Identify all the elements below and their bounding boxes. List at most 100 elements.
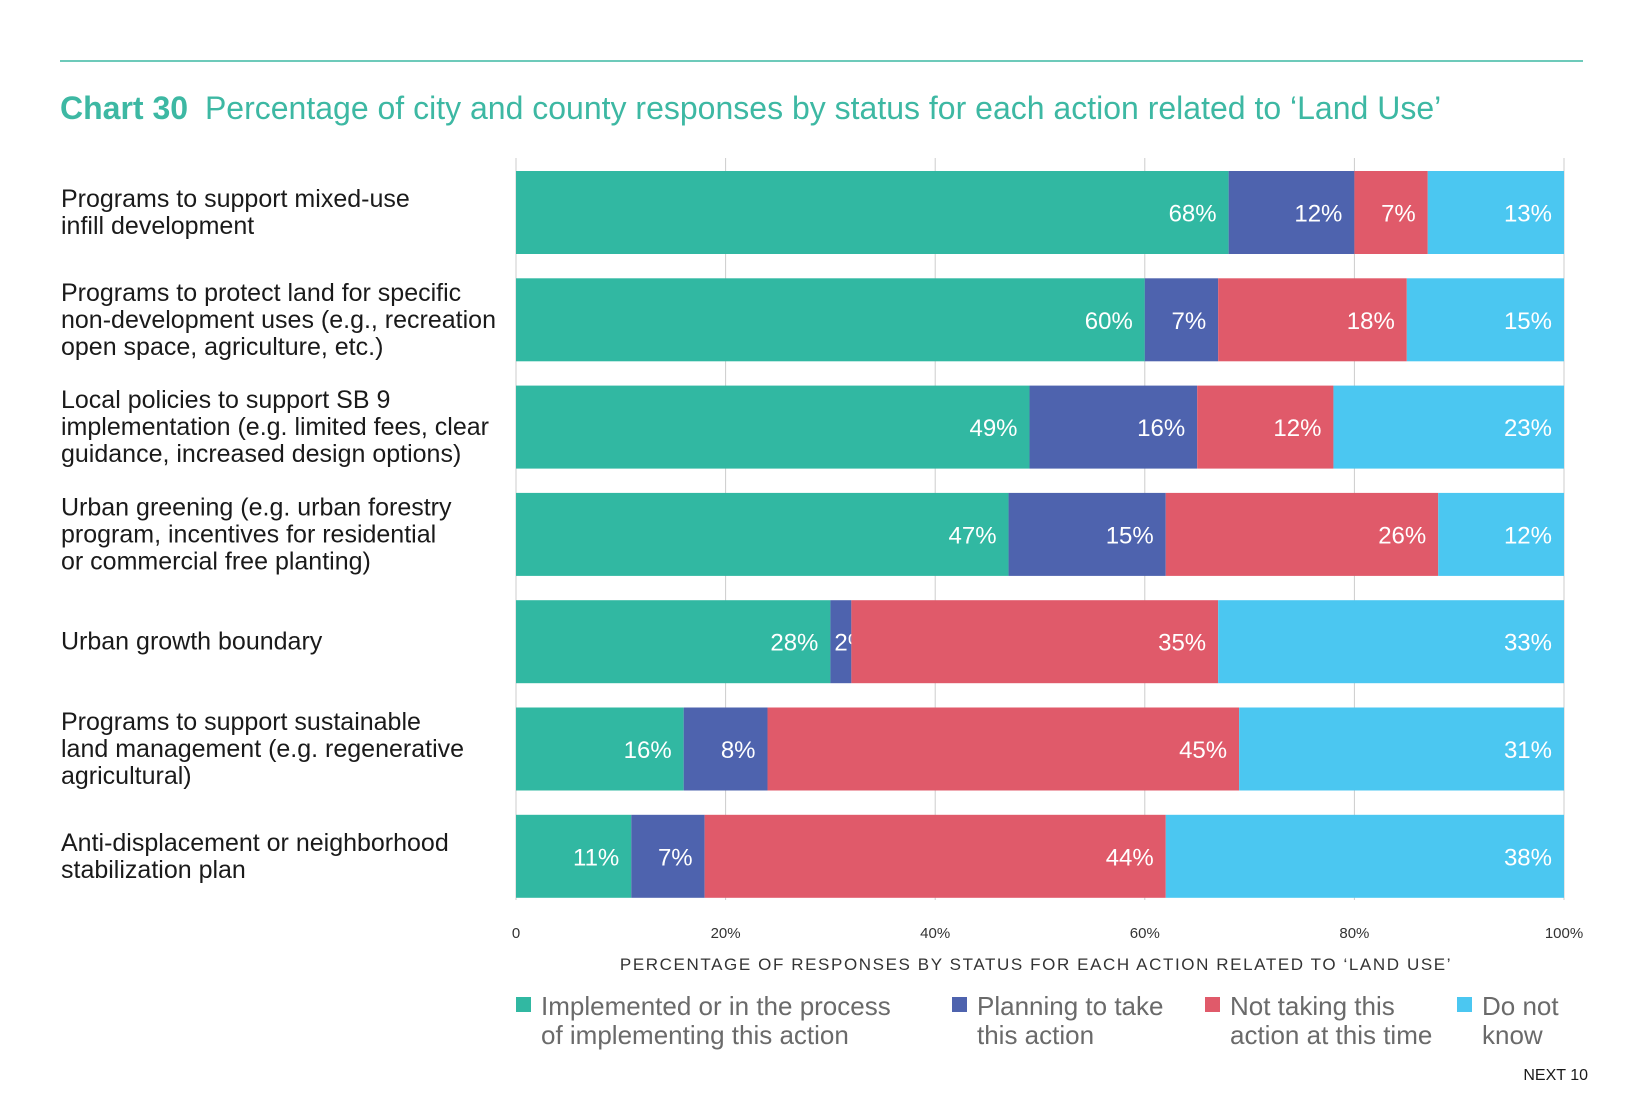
category-label-line: implementation (e.g. limited fees, clear <box>61 413 489 441</box>
category-label-line: Local policies to support SB 9 <box>61 386 390 414</box>
bar-segment <box>516 171 1229 254</box>
bar-segment <box>1008 492 1166 576</box>
bar-segment <box>767 707 1240 791</box>
data-label: 26% <box>1378 522 1426 549</box>
data-label: 18% <box>1347 308 1395 335</box>
legend-entry-line: Not taking this <box>1230 991 1395 1021</box>
bar-segment <box>830 600 852 684</box>
chart-title-text: Percentage of city and county responses … <box>205 90 1441 126</box>
legend-entry-line: Planning to take <box>977 991 1163 1021</box>
category-label-line: Anti-displacement or neighborhood <box>61 829 449 857</box>
data-label: 13% <box>1504 201 1552 228</box>
data-label: 49% <box>969 415 1017 442</box>
bar-segment <box>683 707 768 791</box>
category-label: Urban greening (e.g. urban forestry progr… <box>61 493 452 575</box>
category-label-line: or commercial free planting) <box>61 547 371 575</box>
data-label: 68% <box>1169 201 1217 228</box>
legend-swatch <box>1457 997 1472 1012</box>
legend: Implemented or in the process of implemen… <box>516 991 1559 1050</box>
legend-entry-line: this action <box>977 1020 1094 1050</box>
data-label: 28% <box>770 630 818 657</box>
category-label: Urban growth boundary <box>61 628 323 656</box>
legend-entry: Implemented or in the process of implemen… <box>541 991 891 1050</box>
data-label: 16% <box>624 737 672 764</box>
x-tick-label: 20% <box>711 925 741 942</box>
bar-segment <box>1218 278 1407 362</box>
bar-segment <box>1239 707 1564 791</box>
legend-swatch <box>952 997 967 1012</box>
category-label: Local policies to support SB 9 implementa… <box>61 386 489 468</box>
category-label-line: Urban greening (e.g. urban forestry <box>61 493 452 521</box>
category-label: Anti-displacement or neighborhood stabili… <box>61 829 449 884</box>
category-label-line: Programs to protect land for specific <box>61 279 461 307</box>
data-label: 7% <box>1171 308 1206 335</box>
bar-segment <box>1029 385 1198 469</box>
x-tick-labels: 0 20% 40% 60% 80% 100% <box>512 925 1583 942</box>
data-label: 7% <box>1381 201 1416 228</box>
data-label: 15% <box>1106 522 1154 549</box>
legend-entry: Not taking this action at this time <box>1230 991 1432 1050</box>
category-labels: Programs to support mixed-use infill deve… <box>61 185 496 884</box>
bar-segment <box>1165 492 1439 576</box>
legend-swatch <box>1205 997 1220 1012</box>
bar-segment <box>851 600 1219 684</box>
data-label: 60% <box>1085 308 1133 335</box>
bar-segment <box>516 814 632 898</box>
category-label-line: non-development uses (e.g., recreation <box>61 306 496 334</box>
category-label-line: Urban growth boundary <box>61 628 323 656</box>
category-label-line: Programs to support sustainable <box>61 708 421 736</box>
data-label: 47% <box>949 522 997 549</box>
x-axis-title: PERCENTAGE OF RESPONSES BY STATUS FOR EA… <box>620 955 1452 974</box>
bar-segment <box>1144 278 1219 362</box>
bar-segment <box>1354 171 1428 254</box>
bar-segment <box>516 278 1145 362</box>
bars: 68% 12% 7% 13% 60% 7% 18% 15% 49% 16% 12% 23% 47% 15%… <box>516 171 1564 898</box>
legend-swatch <box>516 997 531 1012</box>
data-label: 38% <box>1504 844 1552 871</box>
bar-segment <box>1218 600 1564 684</box>
bar-segment <box>1197 385 1334 469</box>
bar-segment <box>516 385 1030 469</box>
category-label: Programs to protect land for specific non… <box>61 279 496 361</box>
bar-segment <box>704 814 1166 898</box>
bar-segment <box>631 814 705 898</box>
x-tick-label: 60% <box>1130 925 1160 942</box>
bar-segment <box>516 600 831 684</box>
bar-segment <box>1427 171 1564 254</box>
data-label: 8% <box>721 737 756 764</box>
bar-segment <box>1333 385 1564 469</box>
data-label: 45% <box>1179 737 1227 764</box>
bar-segment <box>516 707 684 791</box>
bar-segment <box>1438 492 1564 576</box>
legend-entry: Do not know <box>1482 991 1559 1050</box>
data-label: 33% <box>1504 630 1552 657</box>
data-label: 35% <box>1158 630 1206 657</box>
legend-entry-line: Implemented or in the process <box>541 991 891 1021</box>
page-footer: NEXT 10 <box>1523 1067 1588 1084</box>
data-label: 23% <box>1504 415 1552 442</box>
legend-entry-line: of implementing this action <box>541 1020 849 1050</box>
category-label-line: stabilization plan <box>61 856 246 884</box>
data-label: 12% <box>1294 201 1342 228</box>
data-label: 31% <box>1504 737 1552 764</box>
bar-segment <box>1228 171 1355 254</box>
data-label: 12% <box>1504 522 1552 549</box>
x-tick-label: 0 <box>512 925 520 942</box>
bar-segment <box>1406 278 1564 362</box>
category-label-line: open space, agriculture, etc.) <box>61 333 383 361</box>
x-tick-label: 100% <box>1545 925 1583 942</box>
chart-number: Chart 30 <box>60 90 188 126</box>
data-label: 12% <box>1273 415 1321 442</box>
category-label-line: infill development <box>61 212 254 240</box>
category-label: Programs to support mixed-use infill deve… <box>61 185 410 240</box>
data-label: 11% <box>573 844 619 871</box>
data-label: 15% <box>1504 308 1552 335</box>
bar-segment <box>1165 814 1564 898</box>
x-tick-label: 80% <box>1339 925 1369 942</box>
category-label: Programs to support sustainable land mana… <box>61 708 464 790</box>
legend-entry-line: know <box>1482 1020 1543 1050</box>
category-label-line: program, incentives for residential <box>61 520 436 548</box>
data-label: 7% <box>658 844 693 871</box>
bar-segment <box>516 492 1009 576</box>
